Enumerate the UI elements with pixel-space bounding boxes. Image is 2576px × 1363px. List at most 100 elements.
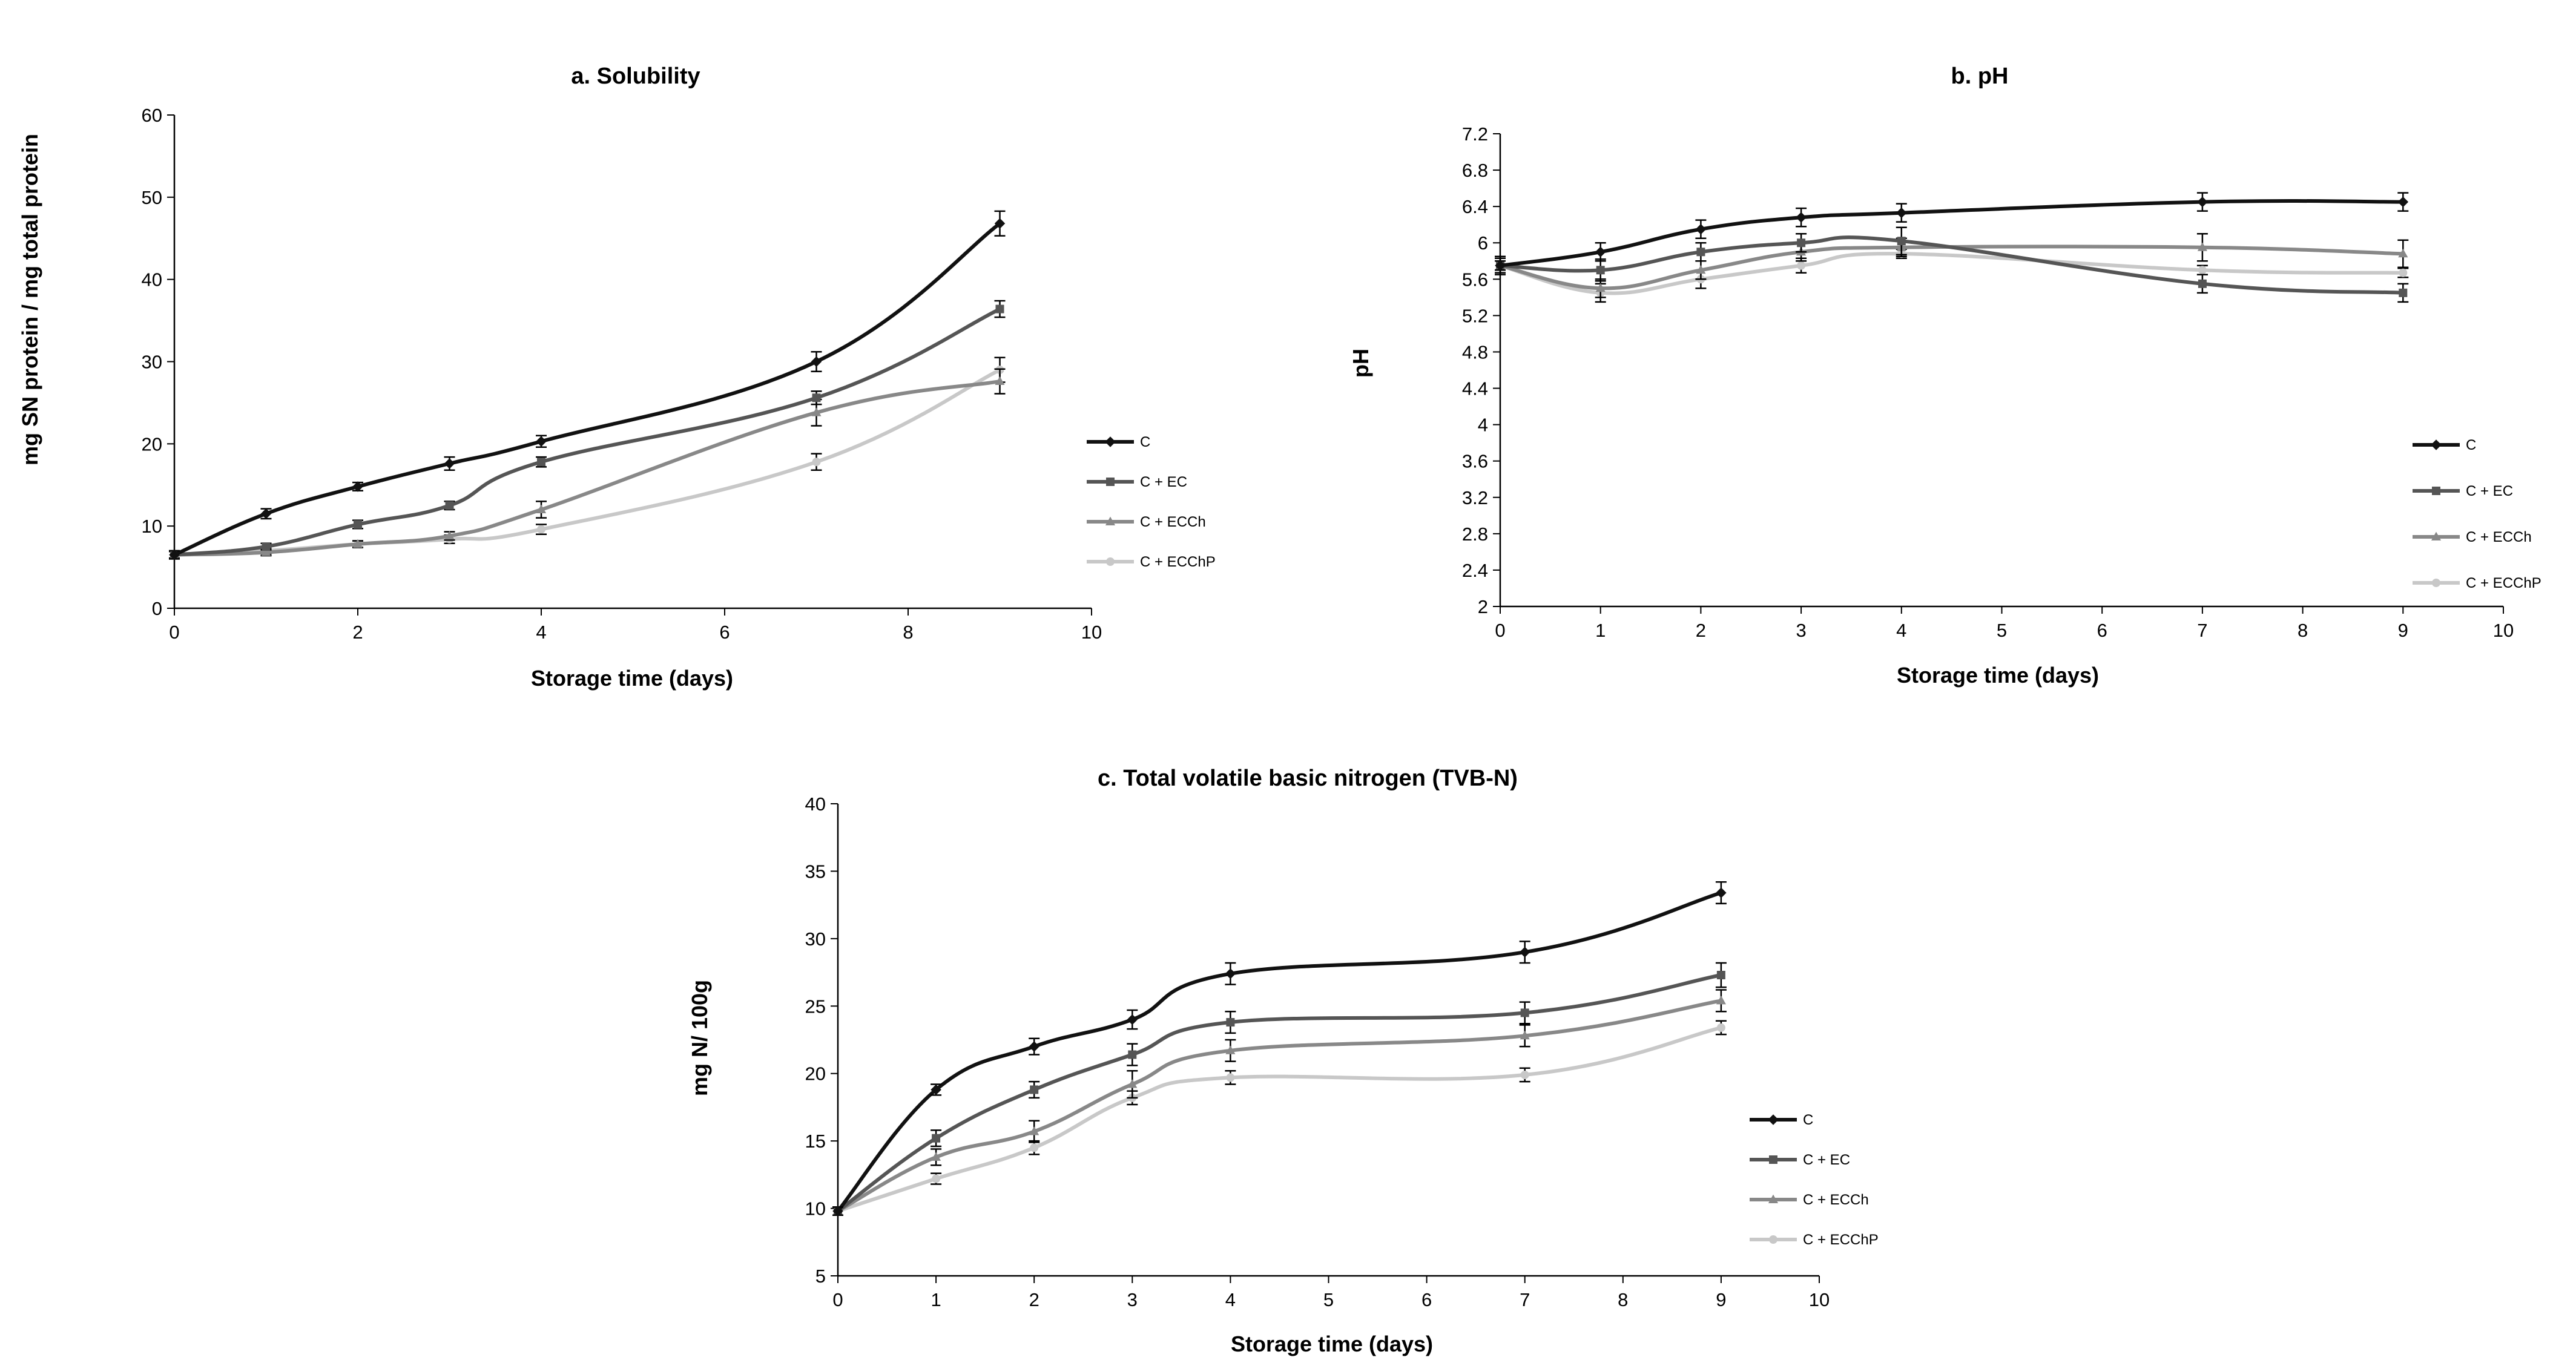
x-tick-label: 0 bbox=[169, 622, 179, 643]
x-tick-label: 2 bbox=[1029, 1289, 1039, 1310]
data-point bbox=[1796, 212, 1807, 223]
data-point bbox=[1030, 1143, 1039, 1152]
data-point bbox=[1127, 1014, 1138, 1025]
series-line bbox=[173, 222, 1002, 557]
chart-title: c. Total volatile basic nitrogen (TVB-N) bbox=[1098, 766, 1518, 791]
data-point bbox=[1696, 248, 1705, 257]
data-point bbox=[1029, 1041, 1039, 1052]
data-point bbox=[931, 1152, 941, 1161]
data-point bbox=[812, 393, 821, 402]
data-point bbox=[1520, 1070, 1529, 1079]
data-point bbox=[536, 436, 547, 447]
legend-item-c-ecchp: C + ECChP bbox=[1750, 1232, 1879, 1248]
y-tick-label: 20 bbox=[142, 433, 162, 455]
series-c bbox=[832, 881, 1727, 1217]
chart-title: a. Solubility bbox=[571, 64, 700, 89]
chart-title: b. pH bbox=[1951, 64, 2009, 89]
data-point bbox=[2399, 288, 2408, 297]
data-point bbox=[1127, 1079, 1138, 1088]
x-tick-label: 6 bbox=[2097, 620, 2107, 641]
legend-marker bbox=[2432, 487, 2440, 495]
series-c-ecch bbox=[1495, 232, 2409, 298]
data-point bbox=[1896, 207, 1907, 218]
y-tick-label: 3.2 bbox=[1462, 487, 1488, 508]
y-tick-label: 50 bbox=[142, 187, 162, 208]
x-tick-label: 10 bbox=[2493, 620, 2514, 641]
series-c-ecch bbox=[169, 368, 1006, 559]
data-point bbox=[445, 501, 454, 510]
y-tick-label: 40 bbox=[142, 269, 162, 291]
data-point bbox=[812, 458, 821, 467]
data-point bbox=[2399, 268, 2408, 277]
x-tick-label: 8 bbox=[903, 622, 913, 643]
data-point bbox=[1695, 223, 1707, 235]
data-point bbox=[931, 1084, 941, 1095]
y-tick-label: 2.4 bbox=[1462, 560, 1488, 581]
y-tick-label: 0 bbox=[152, 598, 162, 619]
data-point bbox=[2197, 242, 2207, 251]
legend-label: C bbox=[1803, 1112, 1813, 1128]
axes: 5 10 15 20 25 30 35 40 0 1 2 3 4 5 6 7 8 9 10 bbox=[805, 793, 1830, 1310]
y-tick-label: 10 bbox=[142, 516, 162, 537]
data-point bbox=[2197, 196, 2208, 208]
y-tick-label: 5.6 bbox=[1462, 269, 1488, 290]
data-point bbox=[537, 525, 545, 534]
x-tick-label: 1 bbox=[1595, 620, 1606, 641]
y-tick-label: 2 bbox=[1478, 596, 1488, 617]
data-point bbox=[995, 376, 1005, 386]
x-tick-label: 0 bbox=[1495, 620, 1505, 641]
legend: C C + EC C + ECCh C + ECChP bbox=[1750, 1112, 1879, 1248]
series-c-ec bbox=[832, 962, 1727, 1216]
data-point bbox=[1225, 968, 1236, 979]
x-tick-label: 5 bbox=[1997, 620, 2007, 641]
y-axis-title: pH bbox=[1348, 349, 1373, 378]
data-point bbox=[536, 504, 547, 513]
y-tick-label: 4 bbox=[1478, 415, 1488, 436]
y-tick-label: 60 bbox=[142, 105, 162, 126]
x-tick-label: 4 bbox=[1896, 620, 1906, 641]
x-tick-label: 5 bbox=[1323, 1289, 1334, 1310]
y-tick-label: 2.8 bbox=[1462, 524, 1488, 545]
y-tick-label: 5 bbox=[815, 1266, 826, 1287]
legend-marker bbox=[1769, 1155, 1777, 1164]
data-point bbox=[1797, 238, 1806, 248]
data-point bbox=[1519, 947, 1530, 957]
x-tick-label: 2 bbox=[352, 622, 363, 643]
legend-marker bbox=[1106, 478, 1115, 486]
legend-item-c: C bbox=[1750, 1112, 1813, 1128]
x-tick-label: 7 bbox=[2197, 620, 2207, 641]
data-point bbox=[1716, 887, 1727, 898]
data-point bbox=[1797, 261, 1806, 270]
legend: C C + EC C + ECCh C + ECChP bbox=[2413, 437, 2541, 591]
series-line bbox=[173, 307, 1002, 557]
data-point bbox=[260, 508, 272, 519]
data-point bbox=[352, 481, 363, 492]
data-point bbox=[1226, 1018, 1235, 1027]
data-point bbox=[1495, 260, 1506, 271]
data-point bbox=[1520, 1030, 1530, 1040]
x-tick-label: 3 bbox=[1127, 1289, 1138, 1310]
data-point bbox=[2198, 279, 2207, 288]
y-tick-label: 5.2 bbox=[1462, 305, 1488, 326]
x-tick-label: 7 bbox=[1520, 1289, 1530, 1310]
y-tick-label: 40 bbox=[805, 793, 826, 815]
y-tick-label: 10 bbox=[805, 1198, 826, 1220]
series-layer bbox=[1495, 192, 2409, 303]
y-tick-label: 4.4 bbox=[1462, 378, 1488, 399]
data-point bbox=[1716, 1023, 1725, 1032]
legend-item-c: C bbox=[2413, 437, 2476, 453]
y-tick-label: 30 bbox=[142, 352, 162, 373]
y-tick-label: 25 bbox=[805, 996, 826, 1017]
chart-solubility: a. Solubility mg SN protein / mg total p… bbox=[18, 64, 1216, 691]
legend-marker bbox=[1105, 516, 1116, 525]
data-point bbox=[1029, 1126, 1039, 1135]
data-point bbox=[352, 539, 363, 548]
y-tick-label: 15 bbox=[805, 1131, 826, 1152]
y-tick-label: 6.8 bbox=[1462, 160, 1488, 181]
data-point bbox=[1716, 995, 1726, 1005]
legend-item-c-ec: C + EC bbox=[1087, 474, 1187, 490]
x-tick-label: 2 bbox=[1696, 620, 1706, 641]
y-tick-label: 6 bbox=[1478, 232, 1488, 254]
y-axis-title: mg SN protein / mg total protein bbox=[18, 134, 42, 465]
data-point bbox=[444, 531, 455, 540]
